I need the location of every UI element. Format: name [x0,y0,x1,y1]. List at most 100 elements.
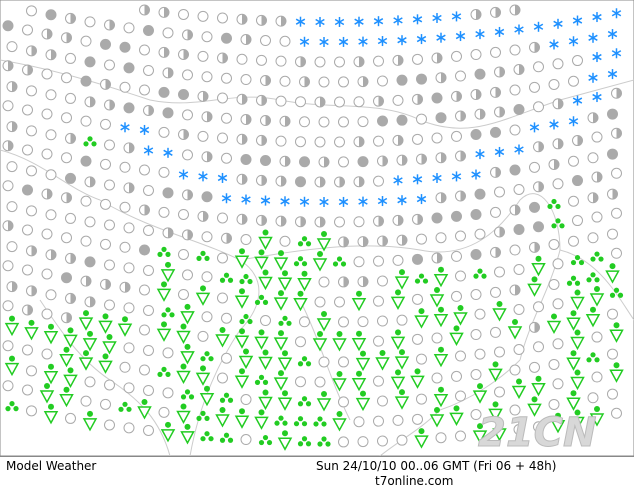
cloud-circle [295,176,306,188]
shower-triangle [570,376,585,391]
snow-symbol [451,11,462,22]
cloud-half [519,64,524,75]
cloud-circle [338,356,349,368]
cloud-half [70,293,76,304]
cloud-circle [357,116,369,128]
cloud-symbol [529,161,540,173]
shower-dot [28,319,35,326]
cloud-half [285,116,290,127]
cloud-circle [529,201,540,213]
cloud-half [66,32,72,43]
cloud-circle [100,158,111,170]
cloud-circle [22,24,33,36]
cloud-circle [279,235,291,247]
rain-dot [184,389,191,395]
cloud-symbol [533,181,544,193]
shower-dot [262,269,269,276]
cloud-symbol [279,115,291,127]
shower-triangle [433,313,449,328]
cloud-half [382,156,388,167]
cloud-circle [143,24,154,36]
cloud-circle [104,379,115,391]
snow-stroke [358,198,368,205]
cloud-symbol [357,316,369,328]
cloud-half [398,55,403,66]
shower-dot [356,330,362,337]
cloud-symbol [474,228,486,240]
cloud-symbol [41,228,53,240]
cloud-symbol [2,180,14,192]
snow-symbol [260,195,271,206]
cloud-symbol [201,311,213,323]
shower-triangle [234,415,250,429]
snow-stroke [475,150,485,158]
cloud-symbol [431,92,443,104]
snow-symbol [334,16,345,27]
cloud-circle [279,75,291,87]
rain-dot [258,374,265,380]
cloud-symbol [451,50,462,62]
cloud-symbol [513,63,525,75]
cloud-half [499,226,505,237]
cloud-symbol [509,204,521,216]
cloud-symbol [158,406,170,418]
snow-symbol [241,194,251,205]
cloud-circle [607,108,618,120]
cloud-circle [474,228,486,240]
shower-dot [531,396,538,403]
cloud-circle [279,35,291,47]
cloud-symbol [416,73,427,85]
snow-stroke [139,126,150,134]
cloud-symbol [513,263,525,275]
shower-dot [106,333,113,340]
cloud-circle [533,301,544,313]
shower-dot [477,423,483,430]
cloud-symbol [314,216,326,228]
rain-dot [594,277,600,283]
cloud-symbol [201,111,213,123]
snow-stroke [338,38,349,46]
cloud-symbol [314,56,326,68]
shower-dot [590,306,596,313]
cloud-symbol [416,353,427,365]
cloud-circle [119,81,131,93]
cloud-symbol [139,364,150,376]
shower-triangle [98,320,113,334]
cloud-symbol [377,155,388,167]
cloud-symbol [338,276,349,288]
cloud-symbol [80,155,92,167]
shower-triangle [293,297,308,312]
cloud-half [66,192,72,203]
snow-stroke [358,38,368,45]
cloud-symbol [22,384,33,396]
cloud-half [129,142,134,153]
cloud-symbol [45,169,57,181]
cloud-half [70,253,76,264]
snow-symbol [299,36,310,47]
cloud-half [242,214,247,225]
cloud-symbol [490,46,501,58]
cloud-symbol [143,24,154,36]
cloud-circle [533,61,544,73]
cloud-circle [295,376,306,388]
rain-dot [204,255,210,261]
cloud-half [246,114,251,125]
shower-dot [278,250,284,257]
cloud-symbol [587,192,599,204]
cloud-circle [2,100,14,112]
cloud-half [577,135,583,146]
cloud-symbol [2,220,14,232]
rain-dot [586,357,592,363]
cloud-circle [431,92,443,104]
cloud-symbol [435,152,447,164]
cloud-symbol [470,329,482,341]
rain-dot [165,251,171,257]
shower-triangle [215,334,230,348]
cloud-half [261,15,267,26]
shower-dot [399,389,405,396]
cloud-circle [334,296,345,308]
snow-stroke [241,196,251,203]
cloud-symbol [279,235,291,247]
rain-dot [278,415,284,421]
shower-triangle [492,308,507,322]
